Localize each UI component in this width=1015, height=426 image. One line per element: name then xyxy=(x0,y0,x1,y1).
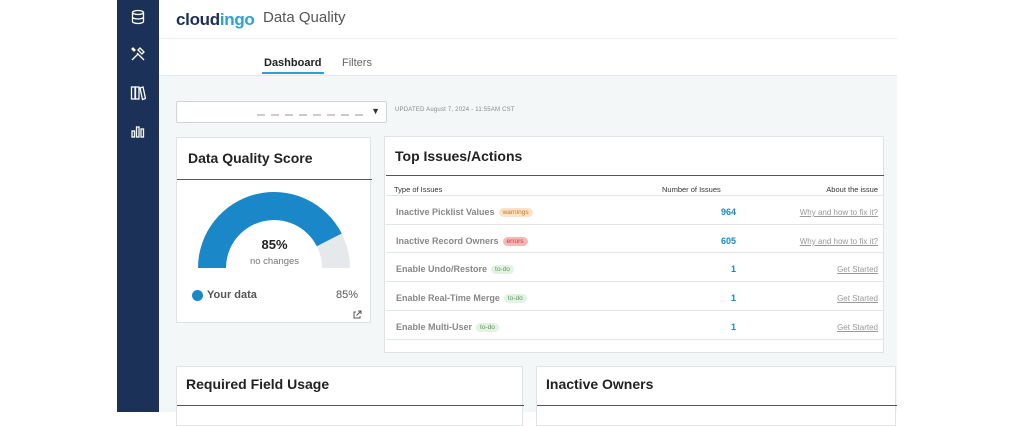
top-issues-card: Top Issues/Actions Type of Issues Number… xyxy=(384,136,884,353)
card-title: Inactive Owners xyxy=(546,376,654,392)
legend-swatch xyxy=(192,290,203,301)
issue-label: Inactive Record Owners xyxy=(396,235,499,246)
external-link-icon[interactable] xyxy=(352,310,362,320)
gauge-fill xyxy=(198,192,342,268)
status-badge: to-do xyxy=(503,294,527,304)
active-tab-indicator xyxy=(262,72,324,74)
issue-label: Inactive Picklist Values xyxy=(396,207,495,217)
row-divider xyxy=(386,281,883,283)
score-change: no changes xyxy=(249,256,300,267)
sidebar xyxy=(117,0,159,412)
card-divider xyxy=(177,405,524,406)
card-divider xyxy=(177,179,372,180)
issue-name: Enable Undo/Restore to-do xyxy=(396,264,514,275)
org-select-value xyxy=(257,114,367,116)
org-select[interactable]: ▼ xyxy=(176,101,387,123)
tools-icon[interactable] xyxy=(127,43,149,65)
logo[interactable]: cloudingo xyxy=(176,10,255,29)
top-bar: cloudingo Data Quality Dashboard Filters xyxy=(159,0,897,76)
updated-timestamp: UPDATED August 7, 2024 - 11:55AM CST xyxy=(395,107,515,113)
column-header-about: About the issue xyxy=(826,185,878,194)
required-field-usage-card: Required Field Usage xyxy=(176,366,524,426)
issue-label: Enable Real-Time Merge xyxy=(396,293,500,304)
issue-count[interactable]: 1 xyxy=(730,321,736,332)
card-divider xyxy=(537,405,897,406)
column-header-type: Type of Issues xyxy=(394,185,443,194)
inactive-owners-card: Inactive Owners xyxy=(536,366,897,426)
row-divider xyxy=(386,309,883,311)
status-badge: warnings xyxy=(498,208,533,217)
main-content: cloudingo Data Quality Dashboard Filters… xyxy=(159,0,897,426)
row-divider xyxy=(386,338,883,340)
status-badge: to-do xyxy=(476,322,499,332)
database-icon[interactable] xyxy=(127,6,149,28)
issue-name: Enable Real-Time Merge to-do xyxy=(396,293,527,304)
status-badge: to-do xyxy=(491,265,514,275)
app-title: Data Quality xyxy=(263,9,346,26)
column-header-count: Number of Issues xyxy=(662,185,721,194)
card-title: Data Quality Score xyxy=(188,150,313,166)
bar-chart-icon[interactable] xyxy=(127,120,149,142)
issue-help-link[interactable]: Get Started xyxy=(837,322,878,332)
issue-name: Enable Multi-User to-do xyxy=(396,322,499,332)
legend-label: Your data xyxy=(207,289,257,301)
issue-count[interactable]: 1 xyxy=(730,264,736,275)
issue-name: Inactive Record Owners errors xyxy=(396,236,528,246)
tab-dashboard[interactable]: Dashboard xyxy=(264,57,322,69)
issue-help-link[interactable]: Get Started xyxy=(837,265,878,275)
issue-help-link[interactable]: Why and how to fix it? xyxy=(799,236,878,246)
tab-filters[interactable]: Filters xyxy=(342,57,372,69)
row-divider xyxy=(386,195,883,196)
score-gauge xyxy=(198,192,350,268)
card-title: Top Issues/Actions xyxy=(395,148,523,164)
legend-value: 85% xyxy=(335,289,358,301)
card-title: Required Field Usage xyxy=(186,376,330,392)
issue-count[interactable]: 964 xyxy=(720,207,736,217)
score-percent: 85% xyxy=(261,237,288,252)
status-badge: errors xyxy=(502,236,528,246)
issue-help-link[interactable]: Get Started xyxy=(837,294,878,304)
issue-count[interactable]: 605 xyxy=(720,235,736,246)
issue-label: Enable Multi-User xyxy=(396,321,473,332)
books-icon[interactable] xyxy=(127,82,149,104)
card-divider xyxy=(386,175,884,176)
data-quality-score-card: Data Quality Score 85% no changes Your d… xyxy=(176,137,372,323)
issue-count[interactable]: 1 xyxy=(730,293,736,304)
issue-name: Inactive Picklist Values warnings xyxy=(396,207,533,217)
row-divider xyxy=(386,252,883,254)
issue-label: Enable Undo/Restore xyxy=(396,264,488,275)
row-divider xyxy=(386,223,883,225)
header-divider xyxy=(159,38,897,39)
chevron-down-icon: ▼ xyxy=(371,106,380,116)
issue-help-link[interactable]: Why and how to fix it? xyxy=(799,208,878,217)
